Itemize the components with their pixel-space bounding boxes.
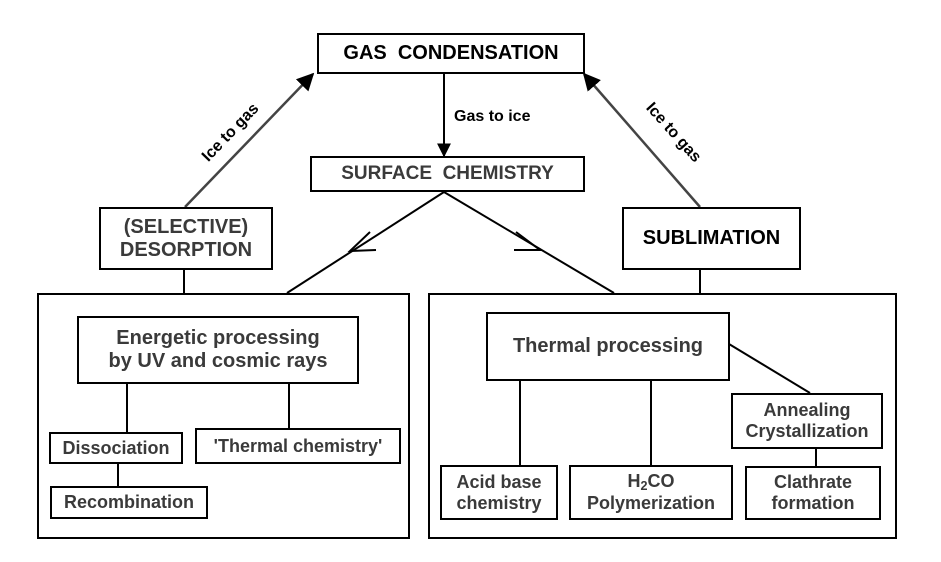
selective-desorption-box: (SELECTIVE) DESORPTION [99,207,273,270]
clathrate-line1: Clathrate [773,472,853,493]
h2co-co: CO [647,470,675,491]
annealing-line2: Crystallization [745,421,869,441]
sublimation-label: SUBLIMATION [642,227,781,249]
surface-chemistry-box: SURFACE CHEMISTRY [310,156,585,192]
ice-to-gas-right-arrow [582,72,701,208]
thermal-chemistry-box: 'Thermal chemistry' [195,428,401,464]
thermal-processing-box: Thermal processing [486,312,730,381]
recombination-label: Recombination [63,492,194,513]
recombination-box: Recombination [50,486,208,519]
left-chevron-arrowhead [347,231,377,253]
desorption-line1: (SELECTIVE) [123,215,249,238]
gas-to-ice-label: Gas to ice [454,108,531,125]
thermal-chemistry-label: 'Thermal chemistry' [213,435,383,456]
energetic-line2: by UV and cosmic rays [108,350,328,372]
acid-base-line2: chemistry [456,492,542,513]
clathrate-formation-box: Clathrate formation [745,466,881,520]
surface-chemistry-label: SURFACE CHEMISTRY [341,163,554,185]
gas-condensation-box: GAS CONDENSATION [317,33,585,74]
right-chevron-arrowhead [514,231,543,251]
acid-base-box: Acid base chemistry [440,465,558,520]
h2co-subscript: 2 [640,478,648,493]
h2co-h: H [627,470,641,491]
acid-base-line1: Acid base [456,471,542,492]
h2co-line1: H2CO [627,471,674,494]
gas-condensation-label: GAS CONDENSATION [343,42,559,64]
h2co-polymerization-box: H2CO Polymerization [569,465,733,520]
energetic-processing-box: Energetic processing by UV and cosmic ra… [77,316,359,384]
sublimation-box: SUBLIMATION [622,207,801,270]
dissociation-label: Dissociation [62,437,170,458]
thermal-processing-group [428,293,897,539]
h2co-line2: Polymerization [586,493,716,514]
clathrate-line2: formation [771,493,855,513]
ice-to-gas-left-arrow [184,72,315,208]
energetic-line1: Energetic processing [116,327,320,349]
energetic-processing-group [37,293,410,539]
desorption-line2: DESORPTION [119,238,253,261]
surface-to-energetic-line [286,191,445,294]
thermal-to-annealing-line [728,343,811,394]
dissociation-box: Dissociation [49,432,183,464]
annealing-line1: Annealing [763,400,851,421]
annealing-crystallization-box: Annealing Crystallization [731,393,883,449]
thermal-processing-label: Thermal processing [512,335,704,357]
